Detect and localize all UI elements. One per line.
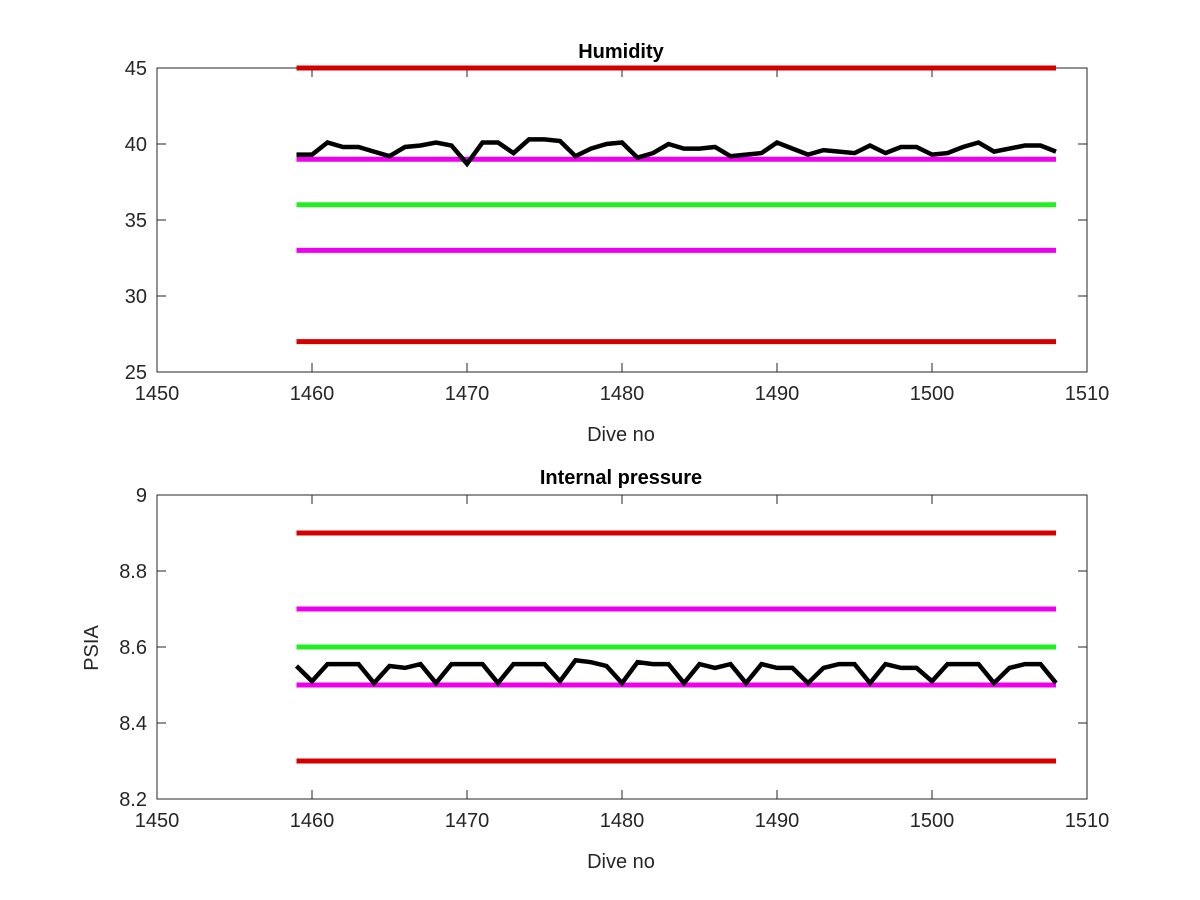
internal-pressure-x-tick-label: 1460 <box>290 810 335 832</box>
humidity-title: Humidity <box>578 41 664 63</box>
internal-pressure-x-axis-label: Dive no <box>587 851 655 873</box>
humidity-y-tick-label: 45 <box>125 58 147 80</box>
internal-pressure-y-axis-label: PSIA <box>81 625 103 671</box>
humidity-x-tick-label: 1450 <box>135 383 180 405</box>
humidity-x-tick-label: 1490 <box>755 383 800 405</box>
humidity-x-tick-label: 1480 <box>600 383 645 405</box>
internal-pressure-y-tick-label: 8.2 <box>119 789 147 811</box>
internal-pressure-x-tick-label: 1450 <box>135 810 180 832</box>
internal-pressure-title: Internal pressure <box>540 467 702 489</box>
internal-pressure-y-tick-label: 8.6 <box>119 637 147 659</box>
humidity-x-tick-label: 1470 <box>445 383 490 405</box>
internal-pressure-x-tick-label: 1490 <box>755 810 800 832</box>
internal-pressure-x-tick-label: 1470 <box>445 810 490 832</box>
humidity-x-tick-label: 1460 <box>290 383 335 405</box>
internal-pressure-y-tick-label: 8.8 <box>119 561 147 583</box>
internal-pressure-data-line <box>294 657 1058 687</box>
humidity-panel: Humidity Dive no 1450 1460 1470 1480 1490 150… <box>125 41 1110 446</box>
internal-pressure-y-tick-label: 8.4 <box>119 713 147 735</box>
humidity-x-tick-label: 1500 <box>910 383 955 405</box>
humidity-y-tick-label: 30 <box>125 286 147 308</box>
humidity-y-tick-label: 35 <box>125 210 147 232</box>
internal-pressure-panel: Internal pressure Dive no PSIA 1450 1460 1… <box>81 467 1109 873</box>
humidity-x-axis-label: Dive no <box>587 424 655 446</box>
internal-pressure-x-tick-label: 1510 <box>1065 810 1110 832</box>
humidity-data-line <box>296 137 1057 168</box>
humidity-y-tick-label: 25 <box>125 362 147 384</box>
internal-pressure-y-tick-label: 9 <box>136 485 147 507</box>
internal-pressure-x-tick-label: 1480 <box>600 810 645 832</box>
internal-pressure-x-tick-label: 1500 <box>910 810 955 832</box>
humidity-x-tick-label: 1510 <box>1065 383 1110 405</box>
humidity-y-tick-label: 40 <box>125 134 147 156</box>
